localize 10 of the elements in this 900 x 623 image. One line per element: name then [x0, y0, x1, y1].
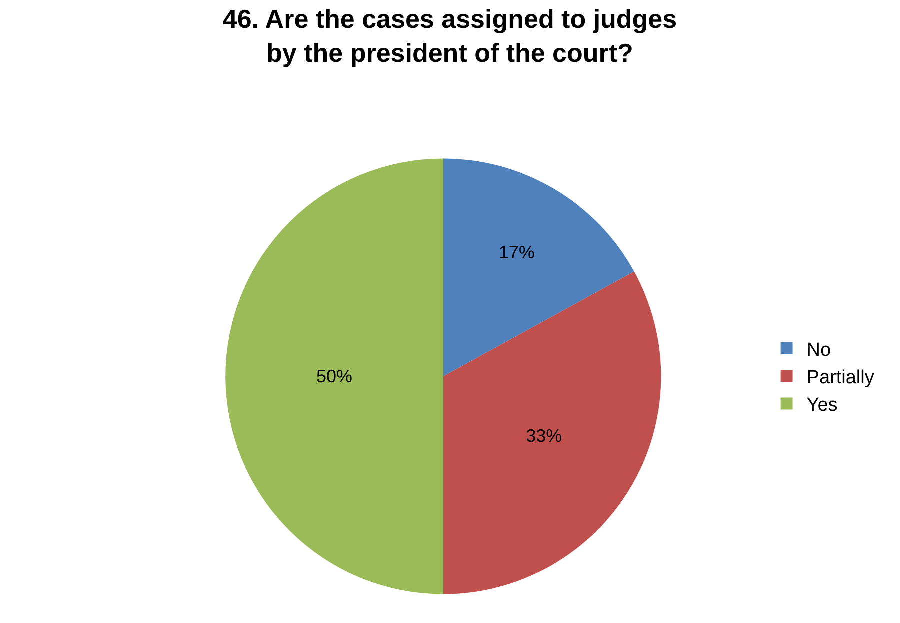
pie-slice	[443, 158, 634, 376]
legend-label: Yes	[806, 395, 838, 416]
data-label: 50%	[316, 366, 353, 386]
pie-slice	[443, 272, 662, 594]
legend-label: Partially	[806, 367, 875, 388]
chart-title: 46. Are the cases assigned to judges by the president of the court?	[222, 4, 678, 68]
data-label: 33%	[526, 426, 562, 446]
data-label: 17%	[498, 242, 535, 262]
legend-label: No	[806, 340, 832, 361]
pie-slice	[226, 158, 444, 594]
